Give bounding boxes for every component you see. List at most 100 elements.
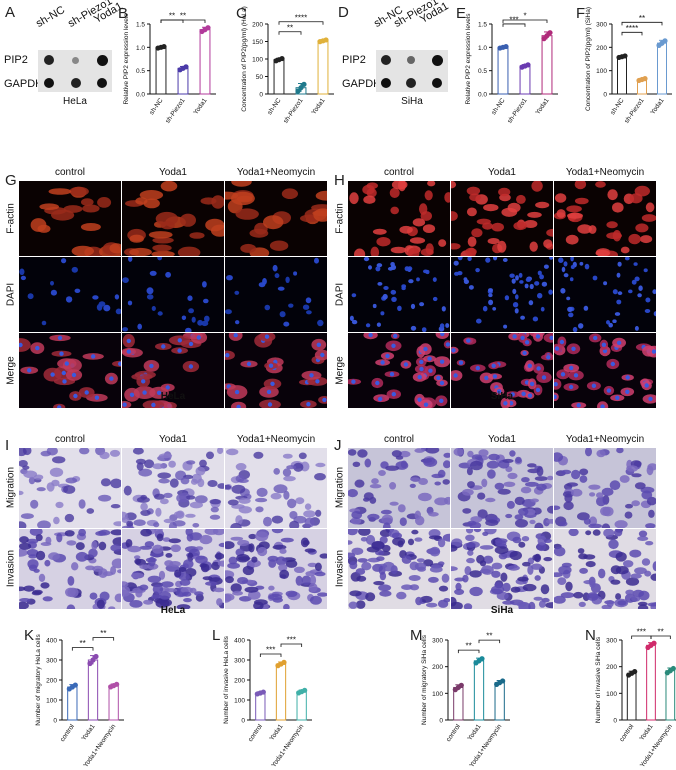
x-tick-label: sh-Piezo1 (164, 97, 187, 125)
nucleus (19, 342, 23, 348)
cell-shape (129, 247, 152, 256)
micrograph-image (19, 258, 121, 326)
nucleus (549, 335, 553, 340)
cell-shape (279, 311, 286, 318)
cell-shape (467, 550, 474, 556)
y-axis-label: Concentration of PIP2(pg/ml) (SiHa) (585, 7, 592, 111)
cell-shape (382, 522, 391, 528)
y-axis-label: Concentration of PIP2(pg/ml) (HeLa) (241, 6, 248, 112)
cell-shape (309, 595, 322, 605)
cell-shape (514, 308, 519, 314)
cell-shape (503, 324, 508, 329)
cell-shape (217, 560, 224, 567)
cell-shape (638, 285, 643, 291)
cell-shape (488, 293, 493, 298)
cell-shape (80, 223, 101, 231)
row-label: Invasion (334, 549, 346, 588)
cell-shape (399, 517, 407, 526)
cell-shape (617, 600, 627, 606)
nucleus (129, 392, 135, 397)
significance-bracket (502, 19, 548, 23)
cell-shape (205, 218, 224, 232)
cell-shape (158, 478, 170, 484)
cell-shape (466, 467, 473, 476)
data-point (667, 668, 673, 674)
cell-shape (96, 599, 105, 609)
cell-shape (512, 288, 517, 295)
cell-shape (46, 448, 58, 456)
cell-shape (319, 553, 327, 559)
y-tick-label: 100 (432, 691, 443, 698)
cell-shape (520, 315, 525, 320)
cell-shape (206, 451, 214, 460)
micrograph-image (19, 529, 121, 609)
cell-shape (390, 206, 399, 215)
cell-shape (567, 306, 573, 312)
cell-shape (235, 208, 259, 220)
cell-shape (635, 223, 649, 233)
cell-shape (248, 590, 261, 600)
cell-shape (154, 529, 163, 535)
data-point (72, 682, 78, 688)
data-point (626, 672, 632, 678)
cell-shape (139, 190, 164, 200)
micrograph-image (122, 529, 224, 609)
cell-shape (225, 484, 232, 490)
data-point (497, 45, 503, 51)
cell-shape (53, 516, 60, 525)
cell-shape (31, 591, 42, 596)
cell-shape (556, 209, 566, 218)
cell-shape (606, 232, 622, 240)
cell-shape (510, 586, 521, 593)
cell-shape (454, 271, 459, 276)
data-point (476, 658, 482, 664)
bar (657, 42, 667, 95)
cell-shape (216, 598, 223, 606)
cell-shape (485, 257, 491, 263)
significance-bracket (650, 635, 671, 639)
cell-shape (586, 592, 599, 601)
cell-shape (608, 322, 613, 328)
cell-shape (255, 497, 268, 503)
cell-shape (579, 567, 588, 574)
cell-shape (71, 562, 79, 571)
cell-shape (467, 520, 477, 526)
cell-shape (577, 548, 585, 554)
column-label: Yoda1 (488, 167, 516, 178)
cell-shape (373, 581, 385, 586)
cell-shape (614, 520, 628, 528)
nucleus (521, 391, 526, 396)
cell-shape (156, 533, 164, 542)
cell-shape (414, 448, 425, 453)
cell-shape (547, 505, 553, 514)
cell-shape (537, 292, 543, 299)
data-point (202, 27, 208, 33)
nucleus (306, 402, 311, 407)
nucleus (151, 402, 156, 408)
cell-shape (315, 462, 326, 468)
cell-shape (438, 239, 447, 247)
cell-shape (234, 290, 240, 295)
cell-shape (19, 268, 25, 276)
cell-shape (378, 584, 392, 592)
cell-shape (444, 496, 450, 505)
cell-shape (515, 294, 519, 300)
significance-bracket (259, 653, 282, 657)
cell-shape (467, 257, 472, 262)
cell-shape (281, 188, 298, 199)
cell-shape (98, 494, 112, 502)
cell-shape (623, 560, 634, 568)
cell-shape (149, 270, 157, 276)
cell-shape (439, 323, 445, 329)
nucleus (315, 379, 320, 384)
significance-label: *** (266, 646, 275, 655)
cell-shape (641, 490, 653, 500)
cell-shape (532, 316, 539, 322)
cell-line-label: SiHa (490, 391, 514, 402)
significance-bracket (457, 649, 480, 654)
cell-shape (473, 529, 482, 533)
cell-shape (407, 538, 415, 546)
cell-shape (197, 319, 203, 326)
cell-shape (38, 573, 46, 582)
bar (617, 56, 627, 95)
